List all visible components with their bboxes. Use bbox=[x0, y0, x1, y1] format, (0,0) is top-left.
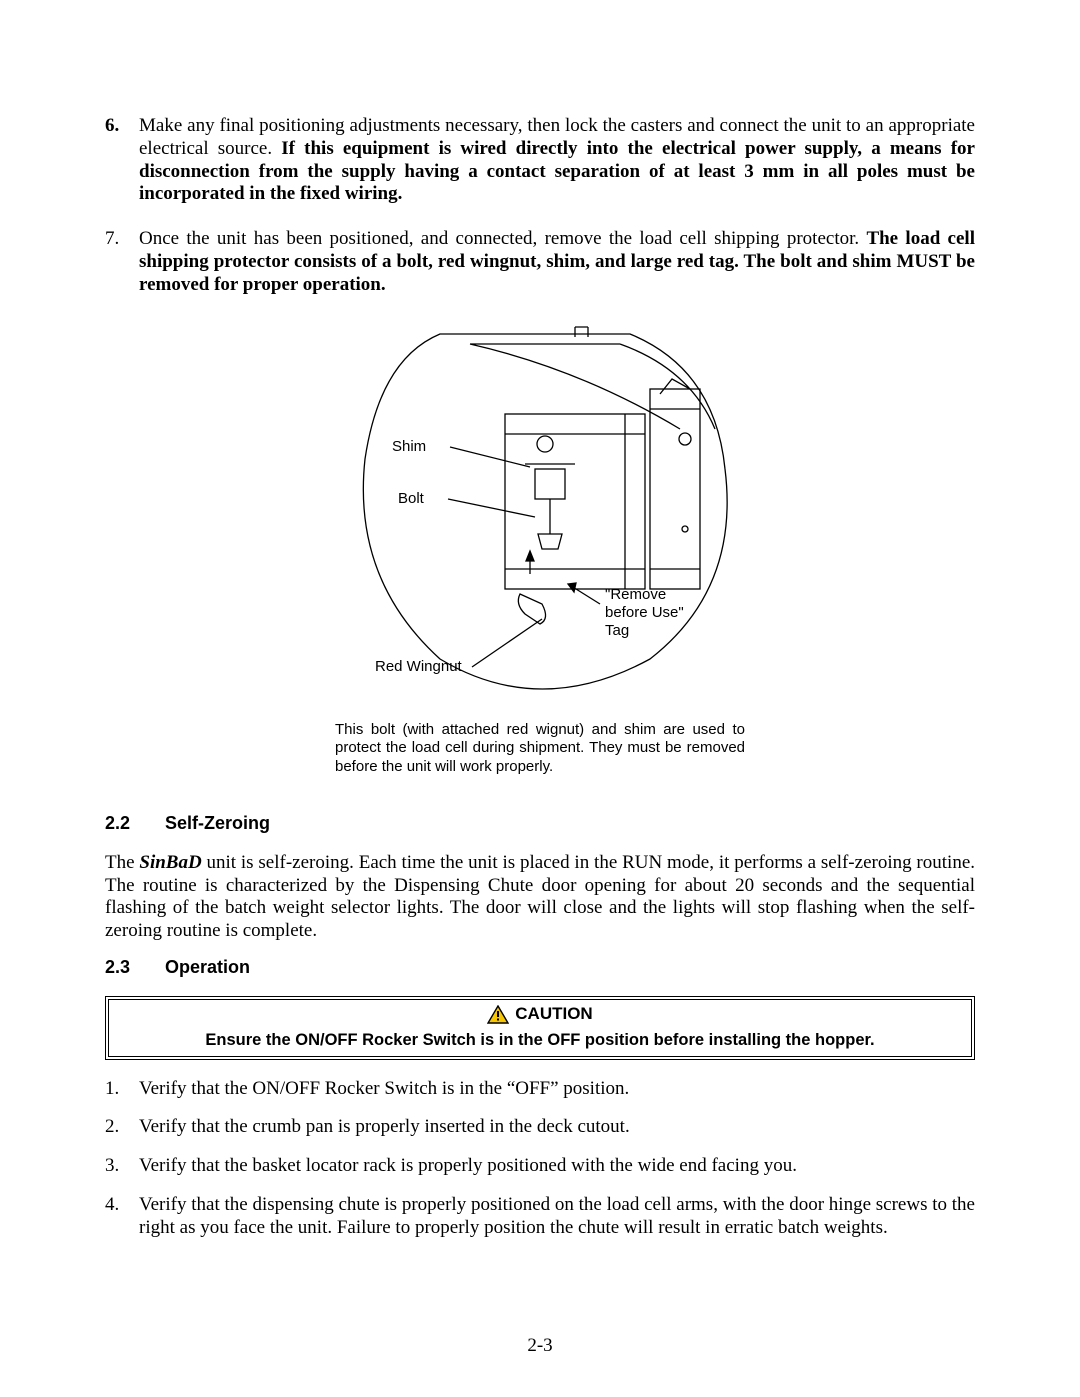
list-number: 4. bbox=[105, 1194, 139, 1240]
section-number: 2.3 bbox=[105, 957, 165, 978]
caution-label: CAUTION bbox=[515, 1004, 592, 1024]
list-body: Verify that the ON/OFF Rocker Switch is … bbox=[139, 1078, 975, 1101]
text: The bbox=[105, 852, 139, 873]
install-step-7: 7. Once the unit has been positioned, an… bbox=[105, 228, 975, 296]
diagram-label-tag-2: before Use" bbox=[605, 604, 684, 621]
diagram-caption: This bolt (with attached red wignut) and… bbox=[335, 721, 745, 777]
load-cell-diagram: Shim Bolt "Remove before Use" Tag Red Wi… bbox=[320, 319, 760, 707]
operation-step-3: 3. Verify that the basket locator rack i… bbox=[105, 1155, 975, 1178]
brand-name: SinBaD bbox=[139, 852, 201, 873]
list-number: 7. bbox=[105, 228, 139, 296]
caution-text: Ensure the ON/OFF Rocker Switch is in th… bbox=[115, 1031, 965, 1050]
list-number: 3. bbox=[105, 1155, 139, 1178]
page-number: 2-3 bbox=[0, 1335, 1080, 1357]
text: Once the unit has been positioned, and c… bbox=[139, 228, 866, 249]
list-body: Verify that the crumb pan is properly in… bbox=[139, 1116, 975, 1139]
operation-step-1: 1. Verify that the ON/OFF Rocker Switch … bbox=[105, 1078, 975, 1101]
diagram-label-shim: Shim bbox=[392, 438, 426, 455]
list-number: 2. bbox=[105, 1116, 139, 1139]
diagram-label-tag-1: "Remove bbox=[605, 586, 666, 603]
diagram-label-wingnut: Red Wingnut bbox=[375, 658, 463, 675]
list-body: Verify that the dispensing chute is prop… bbox=[139, 1194, 975, 1240]
diagram-label-bolt: Bolt bbox=[398, 490, 425, 507]
diagram-label-tag-3: Tag bbox=[605, 622, 629, 639]
section-2-2-paragraph: The SinBaD unit is self-zeroing. Each ti… bbox=[105, 852, 975, 943]
section-title: Operation bbox=[165, 957, 250, 978]
caution-box: CAUTION Ensure the ON/OFF Rocker Switch … bbox=[105, 996, 975, 1060]
list-body: Verify that the basket locator rack is p… bbox=[139, 1155, 975, 1178]
list-body: Make any final positioning adjustments n… bbox=[139, 115, 975, 206]
list-number: 6. bbox=[105, 115, 139, 206]
text: unit is self-zeroing. Each time the unit… bbox=[105, 852, 975, 941]
list-number: 1. bbox=[105, 1078, 139, 1101]
section-title: Self-Zeroing bbox=[165, 813, 270, 834]
page: 6. Make any final positioning adjustment… bbox=[0, 0, 1080, 1397]
caution-triangle-icon bbox=[487, 1005, 509, 1024]
operation-step-2: 2. Verify that the crumb pan is properly… bbox=[105, 1116, 975, 1139]
section-heading-2-3: 2.3 Operation bbox=[105, 957, 975, 978]
operation-step-4: 4. Verify that the dispensing chute is p… bbox=[105, 1194, 975, 1240]
list-body: Once the unit has been positioned, and c… bbox=[139, 228, 975, 296]
install-step-6: 6. Make any final positioning adjustment… bbox=[105, 115, 975, 206]
caution-header: CAUTION bbox=[487, 1004, 592, 1024]
operation-steps: 1. Verify that the ON/OFF Rocker Switch … bbox=[105, 1078, 975, 1240]
section-heading-2-2: 2.2 Self-Zeroing bbox=[105, 813, 975, 834]
section-number: 2.2 bbox=[105, 813, 165, 834]
